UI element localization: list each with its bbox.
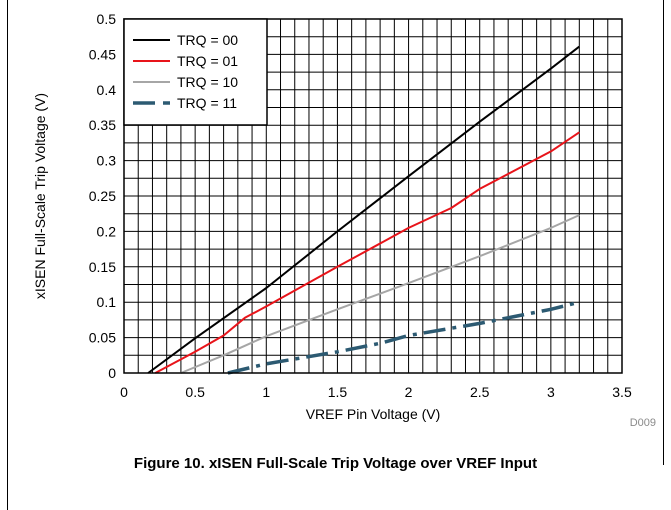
legend-box (123, 18, 268, 126)
y-tick-label: 0.5 (97, 11, 117, 27)
x-tick-label: 1.5 (328, 384, 348, 400)
left-border-rule (7, 0, 8, 510)
series-line-trq-1 (147, 45, 580, 374)
x-axis-ticks: 0 0.5 1 1.5 2 2.5 3 3.5 (120, 384, 632, 400)
y-tick-label: 0.2 (97, 223, 117, 239)
series-line-trq-2 (154, 131, 580, 374)
y-tick-label: 0.3 (97, 153, 117, 169)
x-tick-label: 3.5 (612, 384, 632, 400)
y-tick-label: 0.15 (89, 259, 116, 275)
x-tick-label: 0 (120, 384, 128, 400)
y-tick-label: 0.35 (89, 117, 116, 133)
y-axis-title: xISEN Full-Scale Trip Voltage (V) (32, 93, 48, 299)
right-border-rule (663, 0, 664, 465)
line-chart: 0 0.5 1 1.5 2 2.5 3 3.5 00.050.10.150.20.250.30… (32, 11, 656, 429)
chart-legend: TRQ = 00 TRQ = 01 TRQ = 10 TRQ = 11 (123, 18, 268, 126)
x-tick-label: 2.5 (470, 384, 490, 400)
legend-label: TRQ = 00 (177, 32, 238, 48)
x-tick-label: 3 (547, 384, 555, 400)
legend-label: TRQ = 11 (177, 95, 237, 111)
chart-series (147, 45, 580, 375)
y-tick-label: 0.45 (89, 46, 116, 62)
x-tick-label: 2 (405, 384, 413, 400)
series-line-trq-3 (180, 214, 580, 374)
series-line-trq-4 (227, 300, 580, 375)
x-axis-title: VREF Pin Voltage (V) (306, 406, 441, 422)
y-tick-label: 0.25 (89, 188, 116, 204)
legend-label: TRQ = 01 (177, 53, 238, 69)
plot-area-border (123, 18, 623, 374)
figure-caption: Figure 10. xISEN Full-Scale Trip Voltage… (133, 455, 538, 472)
y-tick-label: 0.1 (97, 294, 117, 310)
x-tick-label: 1 (262, 384, 270, 400)
x-tick-label: 0.5 (185, 384, 205, 400)
legend-label: TRQ = 10 (177, 74, 238, 90)
y-tick-label: 0.4 (97, 82, 117, 98)
y-tick-label: 0 (108, 365, 116, 381)
y-tick-label: 0.05 (89, 330, 116, 346)
figure-id-label: D009 (630, 417, 656, 429)
y-axis-ticks: 0 0.05 0.1 0.15 0.2 0.25 0.3 0.35 0.4 0.45 0.5 (89, 11, 116, 381)
